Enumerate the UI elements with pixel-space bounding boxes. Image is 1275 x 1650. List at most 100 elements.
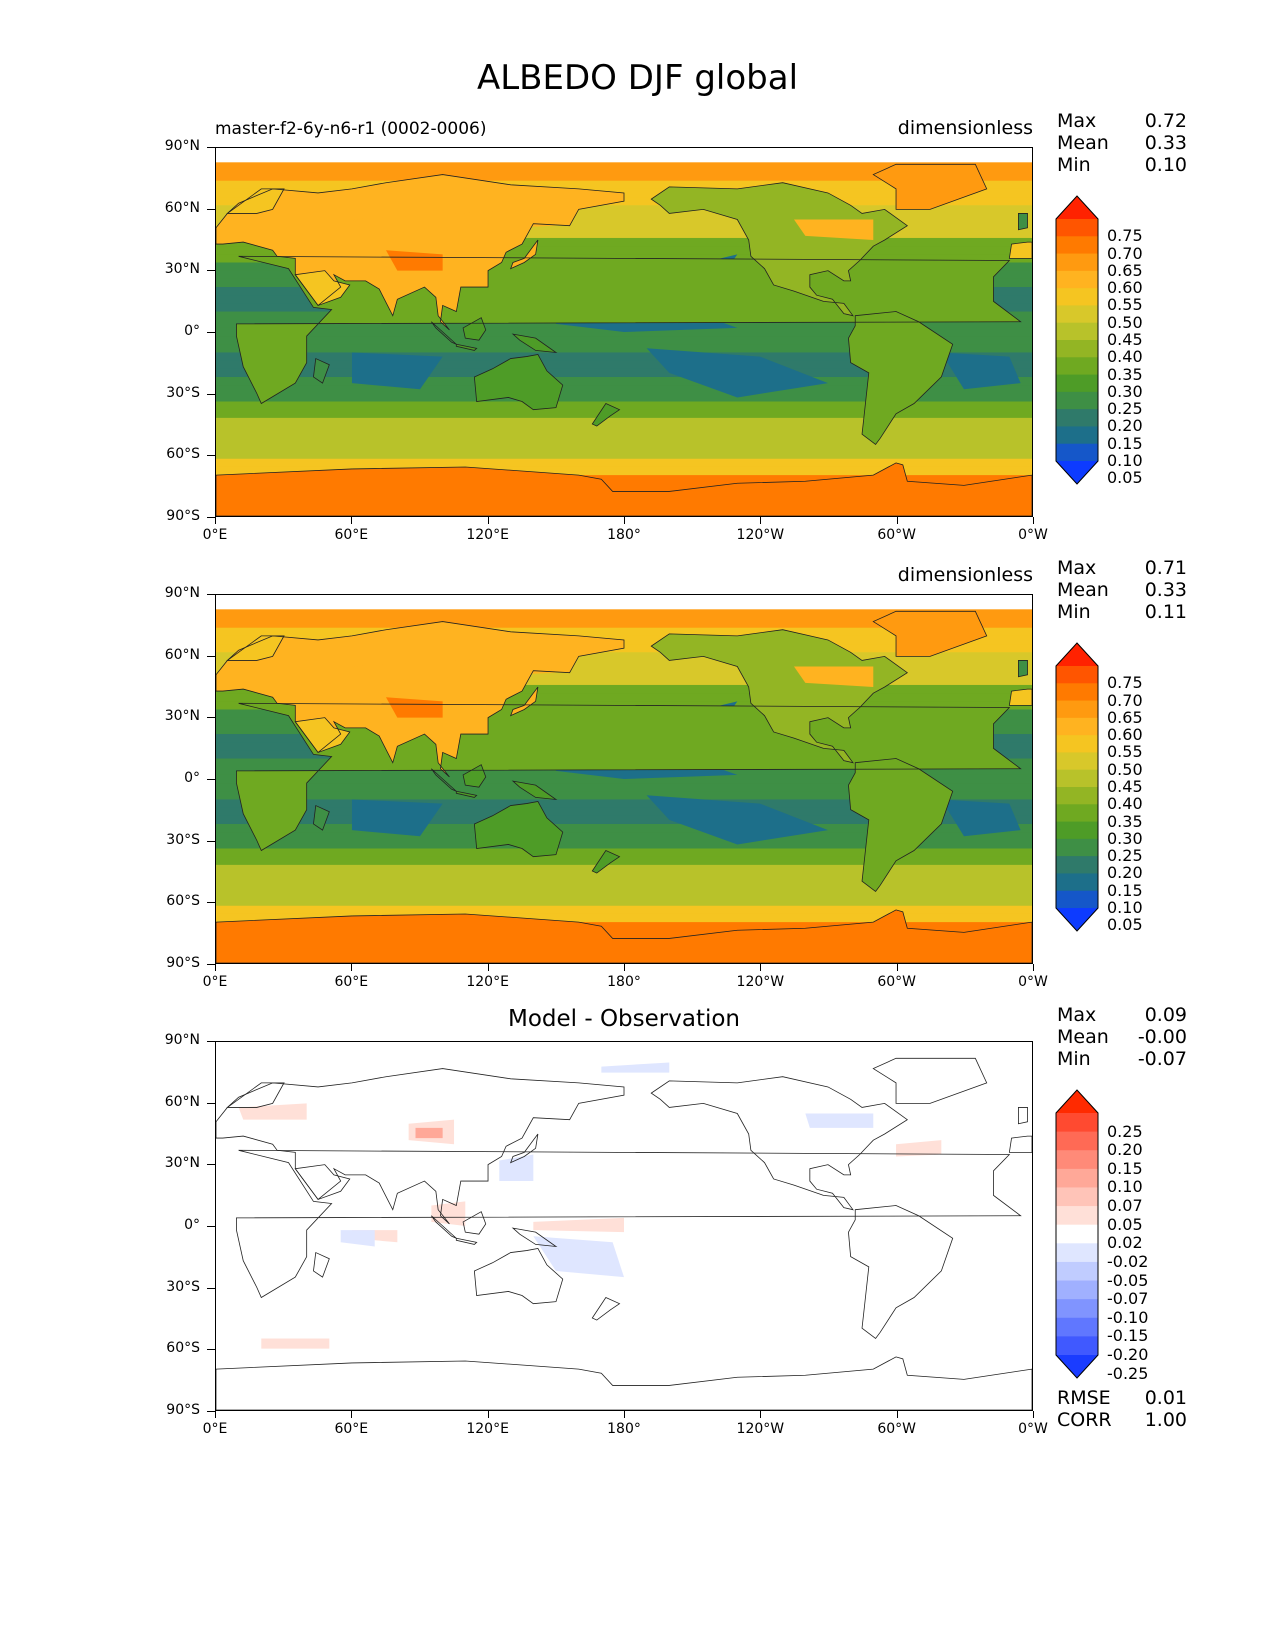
low-albedo-ocean-patch [351, 799, 443, 837]
albedo-band [216, 823, 1032, 833]
colorbar-tick-label: 0.55 [1107, 295, 1143, 315]
colorbar-swatch [1056, 219, 1098, 237]
coastline [236, 1149, 1022, 1299]
coastline [216, 909, 1032, 963]
albedo-band [216, 660, 1032, 670]
colorbar-tick-label: 0.15 [1107, 1158, 1143, 1178]
colorbar-tick-label: -0.20 [1107, 1345, 1149, 1364]
colorbar-tick-label: 0.65 [1107, 707, 1143, 727]
coastline [431, 1215, 457, 1239]
x-tick-label: 120°E [466, 974, 509, 990]
coastline [226, 1082, 285, 1108]
y-tick-label: 60°S [166, 446, 200, 463]
albedo-band [216, 774, 1032, 784]
colorbar-swatch [1056, 236, 1098, 255]
y-tick-mark [207, 1287, 215, 1289]
albedo-band [216, 434, 1032, 443]
colorbar-tick-label: 0.05 [1107, 468, 1143, 488]
stat-row: Min 0.11 [1057, 601, 1187, 623]
colorbar-swatch [1056, 683, 1098, 702]
stat-row: Mean 0.33 [1057, 132, 1187, 154]
albedo-band [216, 815, 1032, 825]
albedo-band [216, 913, 1032, 923]
coastline [216, 1068, 625, 1225]
colorbar-swatch [1056, 288, 1098, 306]
tibet-bright-spot [385, 697, 443, 718]
strong-positive-bias [415, 1127, 443, 1139]
albedo-band [216, 873, 1032, 882]
colorbar-swatch [1056, 752, 1098, 771]
colorbar-tick-label: -0.07 [1107, 1289, 1149, 1309]
map-panel-difference: Model - Observation 90°N 60°N 30°N 0° 30°S 60°… [0, 0, 1275, 1437]
albedo-band [216, 172, 1032, 182]
coastline [462, 317, 487, 341]
coastline [236, 702, 1022, 852]
negative-bias-region [340, 1230, 375, 1247]
albedo-band [216, 791, 1032, 800]
colorbar-swatch [1056, 1336, 1098, 1356]
land-region [873, 164, 987, 210]
x-tick-label: 0°E [202, 527, 228, 543]
albedo-band [216, 832, 1032, 841]
colorbar-swatch [1056, 856, 1098, 874]
stat-label: CORR [1057, 1409, 1112, 1431]
stat-value: 0.01 [1144, 1387, 1187, 1409]
colorbar-swatch [1056, 700, 1098, 719]
colorbar-tick-label: 0.20 [1107, 416, 1143, 436]
albedo-band [216, 905, 1032, 915]
colorbar-extend-bottom [1056, 1355, 1098, 1378]
coastline [872, 1057, 988, 1104]
colorbar-swatch [1056, 1113, 1098, 1133]
colorbar-tick-label: -0.10 [1107, 1307, 1149, 1327]
stat-row: Mean -0.00 [1057, 1026, 1187, 1048]
land-region [474, 801, 563, 857]
y-tick-mark [207, 1041, 215, 1042]
colorbar-swatch [1056, 717, 1098, 736]
albedo-band [216, 426, 1032, 435]
colorbar-svg [1055, 642, 1099, 932]
colorbar-extend-top [1056, 643, 1098, 666]
y-tick-mark [207, 902, 215, 904]
coastline [216, 1356, 1032, 1410]
colorbar-tick-label: 0.60 [1107, 278, 1143, 298]
colorbar-tick-label: 0.10 [1107, 1177, 1143, 1197]
colorbar-extend-top [1056, 1090, 1098, 1113]
colorbar-swatch [1056, 1187, 1098, 1207]
albedo-band [216, 401, 1032, 411]
coastline [1008, 1135, 1032, 1153]
x-tick-mark [215, 964, 216, 971]
coastline [226, 188, 285, 214]
coastline [1008, 241, 1032, 259]
coastline [294, 717, 351, 753]
x-tick-mark [760, 1411, 762, 1418]
positive-bias-region [431, 1201, 466, 1226]
y-tick-label: 0° [184, 770, 200, 786]
coastline [848, 758, 954, 893]
x-tick-label: 0°W [1018, 527, 1048, 543]
colorbar-extend-bottom [1056, 908, 1098, 931]
y-tick-label: 60°N [164, 646, 200, 663]
stat-value: 0.33 [1144, 132, 1187, 154]
coastline [1008, 688, 1032, 706]
colorbar-swatch [1056, 374, 1098, 393]
colorbar-swatch [1056, 391, 1098, 410]
x-tick-mark [760, 517, 762, 524]
coastline [462, 1211, 487, 1235]
albedo-band [216, 450, 1032, 460]
stat-row: Mean 0.33 [1057, 579, 1187, 601]
albedo-band [216, 409, 1032, 419]
land-region [1018, 213, 1028, 230]
coastline [216, 174, 625, 331]
colorbar-swatch [1056, 1206, 1098, 1226]
albedo-band [216, 807, 1032, 817]
land-region [651, 182, 908, 316]
y-tick-label: 60°N [164, 199, 200, 216]
albedo-band [216, 799, 1032, 809]
negative-bias-region [805, 1113, 874, 1128]
coastline [226, 635, 285, 661]
coastline [1018, 1107, 1028, 1125]
x-tick-mark [487, 1411, 489, 1418]
coastline [462, 764, 487, 788]
y-tick-mark [207, 208, 215, 210]
colorbar [1055, 642, 1099, 932]
